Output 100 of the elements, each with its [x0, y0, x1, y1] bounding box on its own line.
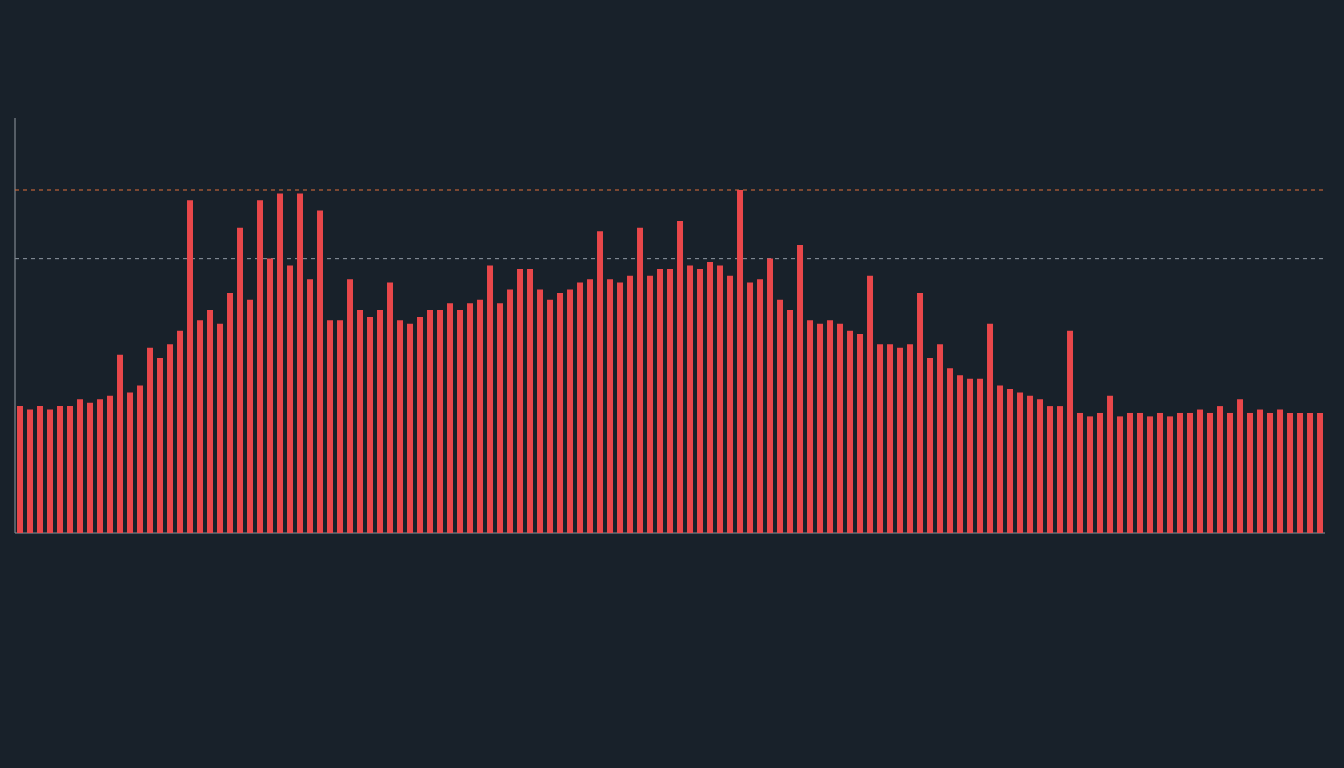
bar	[337, 320, 344, 533]
bar	[787, 310, 794, 533]
bar	[837, 323, 844, 533]
bar	[97, 399, 103, 533]
bar	[107, 395, 113, 533]
bar	[667, 268, 674, 533]
bar	[1067, 330, 1074, 533]
bar	[957, 375, 964, 533]
bar	[1197, 409, 1204, 533]
bar	[1127, 412, 1134, 533]
bar	[347, 279, 354, 533]
bar	[927, 358, 934, 533]
bar	[697, 268, 704, 533]
bar	[117, 354, 124, 533]
bar	[217, 323, 224, 533]
bar	[357, 310, 364, 533]
bar	[757, 279, 764, 533]
bar	[1297, 412, 1304, 533]
bar	[1247, 412, 1254, 533]
bar	[1147, 416, 1154, 533]
bar	[967, 378, 974, 533]
bar	[707, 262, 714, 533]
bar	[727, 275, 734, 533]
bar	[1167, 416, 1174, 533]
bar	[657, 268, 664, 533]
bar	[557, 292, 564, 533]
bar	[197, 320, 204, 533]
bar	[407, 323, 414, 533]
bar	[917, 292, 924, 533]
bar	[467, 303, 474, 533]
bar	[437, 310, 444, 533]
bar	[1157, 412, 1164, 533]
bar	[987, 323, 994, 533]
bar	[597, 231, 604, 533]
bar	[977, 378, 984, 533]
bar	[87, 402, 93, 533]
bar	[57, 406, 64, 533]
bar	[127, 392, 134, 533]
bar	[17, 406, 24, 533]
bar	[1017, 392, 1024, 533]
bar	[237, 227, 244, 533]
bar	[637, 227, 644, 533]
bar	[1117, 416, 1124, 533]
bar	[817, 323, 824, 533]
bar	[47, 409, 53, 533]
bar	[147, 347, 154, 533]
bar	[417, 316, 424, 533]
bar	[287, 265, 294, 533]
bar	[897, 347, 904, 533]
bar	[947, 368, 954, 533]
bar	[907, 344, 914, 533]
bar	[397, 320, 404, 533]
bar	[577, 282, 584, 533]
bar	[937, 344, 944, 533]
bar	[277, 193, 284, 533]
bar	[1317, 412, 1324, 533]
bar	[327, 320, 334, 533]
bar	[547, 299, 554, 533]
bar	[77, 399, 84, 533]
bar	[1307, 412, 1314, 533]
bar	[867, 275, 874, 533]
bar	[1087, 416, 1094, 533]
bar	[317, 210, 324, 533]
bar	[997, 385, 1004, 533]
bar	[427, 310, 434, 533]
bar	[1277, 409, 1284, 533]
bar	[137, 385, 144, 533]
bar	[1187, 412, 1194, 533]
bar	[1257, 409, 1264, 533]
bar	[647, 275, 654, 533]
bar	[847, 330, 854, 533]
bar	[257, 200, 264, 533]
bar	[617, 282, 624, 533]
bar	[387, 282, 394, 533]
bar	[1137, 412, 1144, 533]
bar	[67, 406, 74, 533]
bar	[1237, 399, 1244, 533]
bar	[777, 299, 784, 533]
bar	[157, 358, 163, 533]
bar	[627, 275, 634, 533]
bar	[1027, 395, 1034, 533]
bar	[307, 279, 314, 533]
bar	[177, 330, 184, 533]
bar	[367, 316, 374, 533]
bar	[187, 200, 194, 533]
bar	[37, 406, 43, 533]
bar	[587, 279, 594, 533]
bar	[877, 344, 884, 533]
bar	[1097, 412, 1104, 533]
bar	[567, 289, 574, 533]
bar	[447, 303, 454, 533]
bar	[227, 292, 233, 533]
bar	[527, 268, 534, 533]
bar	[377, 310, 384, 533]
bar	[477, 299, 484, 533]
bar	[747, 282, 754, 533]
bar	[1287, 412, 1294, 533]
bar	[517, 268, 524, 533]
bar	[1037, 399, 1044, 533]
bar	[687, 265, 694, 533]
